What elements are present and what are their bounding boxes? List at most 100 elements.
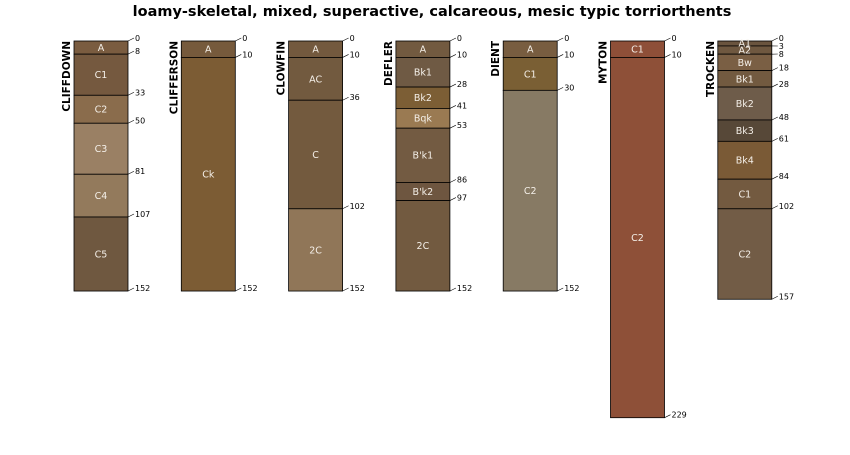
horizon-label: C — [312, 150, 319, 161]
depth-tick — [343, 38, 349, 41]
depth-label: 48 — [779, 113, 789, 122]
depth-label: 0 — [457, 34, 462, 43]
depth-tick — [557, 288, 563, 291]
horizon-label: Bk1 — [414, 68, 432, 79]
horizon-label: Bqk — [414, 114, 433, 125]
horizon-label: A — [205, 45, 212, 56]
depth-label: 152 — [350, 284, 365, 293]
depth-tick — [235, 54, 241, 57]
depth-tick — [235, 38, 241, 41]
horizon-label: A — [420, 45, 427, 56]
depth-label: 0 — [135, 34, 140, 43]
depth-label: 33 — [135, 88, 145, 97]
depth-label: 8 — [135, 47, 140, 56]
depth-tick — [343, 97, 349, 100]
horizon-label: Bk2 — [414, 93, 432, 104]
depth-tick — [343, 54, 349, 57]
horizon-label: B'k2 — [413, 187, 434, 198]
depth-label: 152 — [564, 284, 579, 293]
depth-tick — [450, 125, 456, 128]
horizon-label: Bk2 — [736, 99, 754, 110]
depth-tick — [128, 51, 134, 54]
depth-tick — [450, 198, 456, 201]
depth-label: 0 — [242, 34, 247, 43]
depth-tick — [665, 415, 671, 418]
depth-tick — [665, 54, 671, 57]
depth-tick — [343, 288, 349, 291]
horizon-label: C2 — [738, 249, 751, 260]
horizon-label: C2 — [95, 105, 108, 116]
horizon-label: A — [98, 43, 105, 54]
depth-tick — [450, 179, 456, 182]
profile-name: CLIFFDOWN — [61, 41, 73, 112]
diagram-title: loamy-skeletal, mixed, superactive, calc… — [133, 4, 732, 20]
horizon-label: Bk4 — [736, 156, 754, 167]
depth-label: 229 — [672, 411, 687, 420]
horizon-label: AC — [309, 74, 322, 85]
profile-name: CLIFFERSON — [168, 41, 180, 114]
depth-label: 157 — [779, 292, 794, 301]
depth-label: 102 — [779, 202, 794, 211]
profile-name: DIENT — [490, 40, 502, 77]
depth-tick — [772, 206, 778, 209]
horizon-label: Bk3 — [736, 126, 754, 137]
horizon-label: C2 — [524, 186, 537, 197]
horizon-label: Bw — [738, 58, 753, 69]
horizon-label: 2C — [309, 245, 322, 256]
depth-label: 10 — [564, 50, 574, 59]
depth-tick — [772, 296, 778, 299]
depth-label: 30 — [564, 83, 574, 92]
depth-label: 152 — [135, 284, 150, 293]
depth-tick — [450, 105, 456, 108]
depth-label: 102 — [350, 202, 365, 211]
profile-dient: DIENT A C1 C2 0 10 30 152 — [490, 34, 579, 293]
depth-tick — [557, 38, 563, 41]
depth-label: 0 — [672, 34, 677, 43]
depth-label: 53 — [457, 121, 467, 130]
depth-tick — [450, 54, 456, 57]
depth-label: 41 — [457, 101, 467, 110]
depth-tick — [343, 206, 349, 209]
depth-tick — [772, 117, 778, 120]
depth-tick — [128, 120, 134, 123]
depth-label: 18 — [779, 64, 789, 73]
depth-label: 152 — [242, 284, 257, 293]
horizon-label: A — [527, 45, 534, 56]
horizon-label: C2 — [631, 233, 644, 244]
profile-name: TROCKEN — [705, 41, 717, 97]
depth-label: 81 — [135, 167, 145, 176]
depth-label: 107 — [135, 210, 150, 219]
profile-name: DEFLER — [383, 41, 395, 86]
horizon-label: C4 — [95, 191, 108, 202]
depth-label: 0 — [564, 34, 569, 43]
depth-tick — [450, 84, 456, 87]
depth-tick — [665, 38, 671, 41]
depth-label: 61 — [779, 134, 789, 143]
depth-label: 0 — [350, 34, 355, 43]
depth-label: 8 — [779, 50, 784, 59]
horizon-label: Ck — [202, 170, 215, 181]
depth-tick — [128, 214, 134, 217]
profile-name: MYTON — [598, 41, 610, 84]
horizon-label: C1 — [524, 69, 537, 80]
depth-label: 28 — [457, 80, 467, 89]
depth-tick — [128, 288, 134, 291]
depth-tick — [450, 38, 456, 41]
depth-label: 86 — [457, 175, 467, 184]
horizon-label: C1 — [631, 45, 644, 56]
depth-tick — [128, 38, 134, 41]
horizon-label: B'k1 — [413, 151, 434, 162]
depth-tick — [772, 84, 778, 87]
depth-tick — [557, 87, 563, 90]
depth-label: 36 — [350, 93, 360, 102]
horizon-label: C1 — [95, 70, 108, 81]
